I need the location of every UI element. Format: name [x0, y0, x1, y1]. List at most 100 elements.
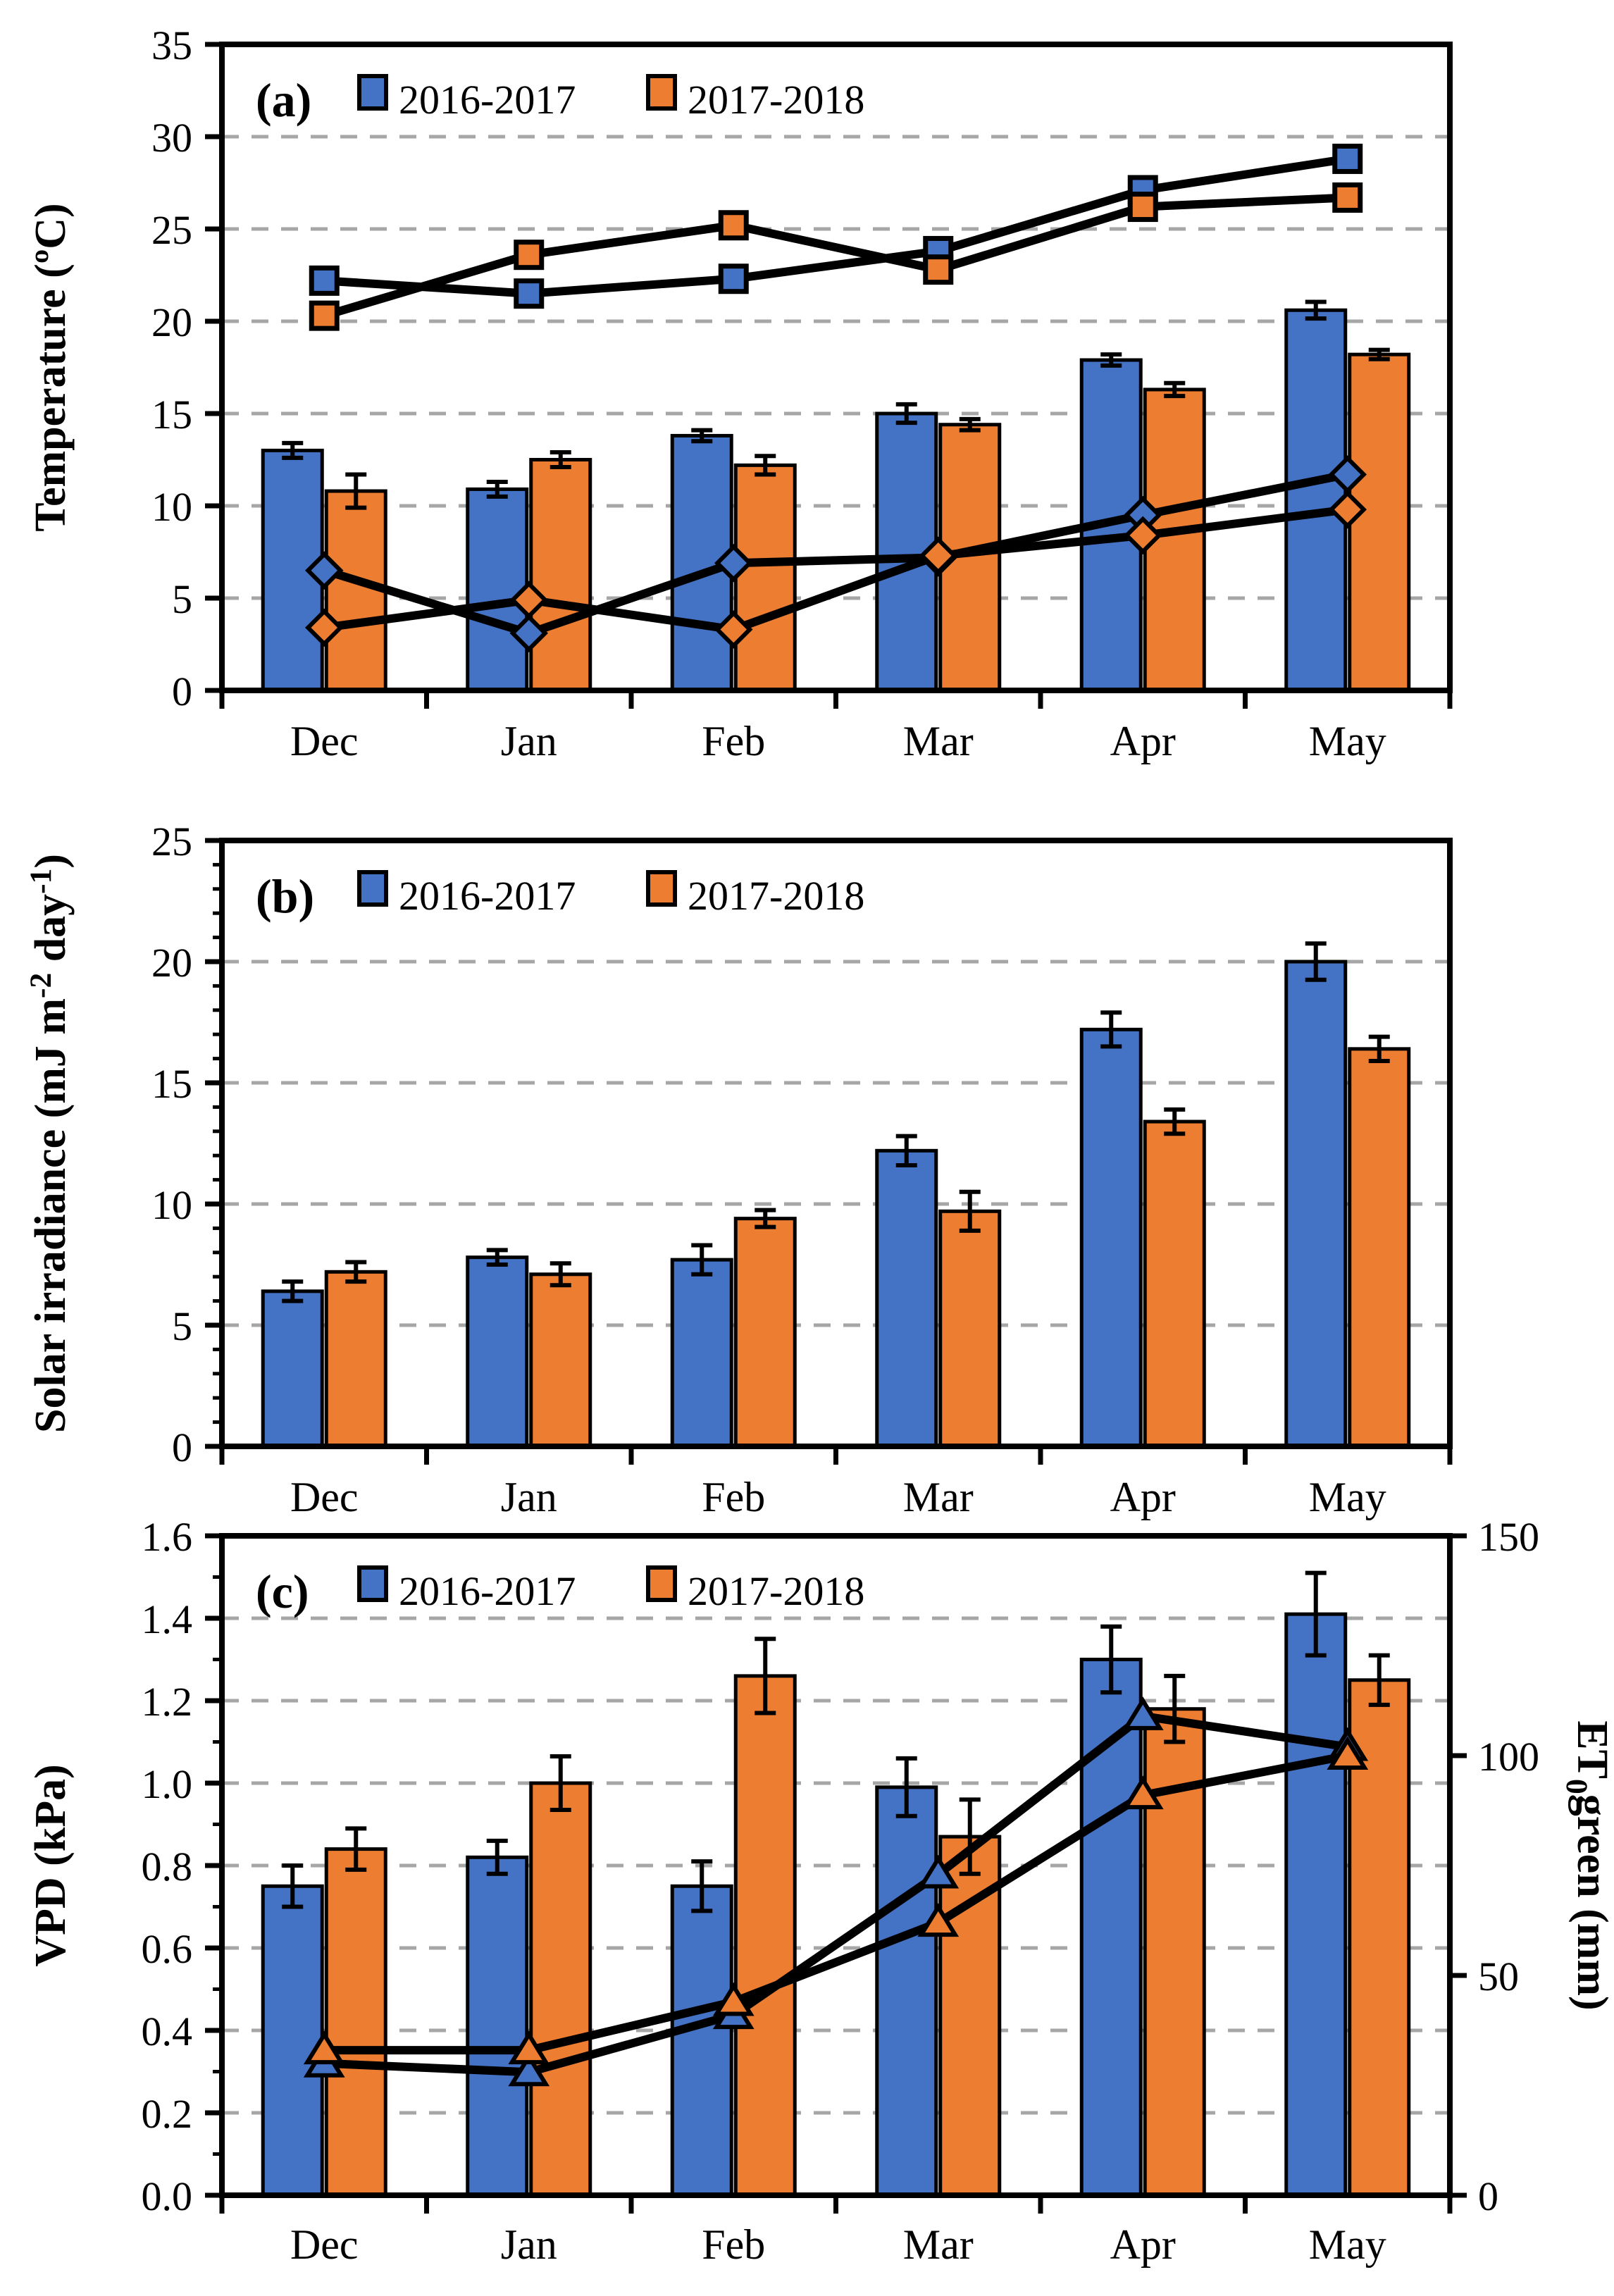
legend-key — [357, 74, 388, 111]
bar-may-2017-2018 — [1348, 352, 1411, 693]
panel-label: (c) — [256, 1565, 309, 1618]
x-tick-label-mar: Mar — [903, 1474, 974, 1520]
y-tick-label: 0.6 — [142, 1926, 193, 1972]
y-tick-label: 1.4 — [142, 1596, 193, 1642]
panel-c: 0.0 0.2 0.4 0.6 0.8 1.0 1.2 1.4 1.6 Dec Jan Feb Mar A… — [27, 1514, 1614, 2268]
square-marker — [1332, 143, 1363, 174]
legend-key — [357, 870, 388, 907]
legend-label: 2017-2018 — [688, 873, 864, 919]
bar-apr-2017-2018 — [1143, 1119, 1206, 1448]
line-triangle — [323, 1711, 1348, 2077]
y-axis-title-left: Temperature (ºC) — [27, 203, 75, 531]
triangle-marker — [1122, 1696, 1164, 1730]
bar-may-2016-2017 — [1284, 308, 1348, 693]
bar-mar-2017-2018 — [938, 1209, 1002, 1448]
line-diamond — [323, 470, 1348, 638]
x-tick-label-apr: Apr — [1110, 718, 1176, 764]
triangle-marker — [917, 1903, 960, 1937]
y-tick-label: 15 — [151, 392, 192, 438]
bar-dec-2016-2017 — [261, 1289, 324, 1448]
line-triangle — [324, 1751, 1348, 2055]
y-right-tick-label: 0 — [1478, 2173, 1498, 2219]
y-tick-label: 10 — [151, 484, 192, 530]
triangle-marker — [1327, 1736, 1369, 1770]
bar-dec-2017-2018 — [324, 1270, 387, 1448]
x-tick-label-mar: Mar — [903, 2221, 974, 2268]
x-tick-label-apr: Apr — [1110, 2221, 1176, 2268]
y-right-tick-label: 150 — [1478, 1514, 1539, 1560]
bar-feb-2017-2018 — [733, 463, 797, 693]
legend-key — [646, 74, 677, 111]
x-tick-label-dec: Dec — [290, 2221, 359, 2268]
line-square — [323, 193, 1348, 320]
bar-feb-2017-2018 — [733, 1674, 797, 2197]
y-tick-label: 20 — [151, 299, 192, 345]
legend-key — [646, 1565, 677, 1602]
bar-apr-2016-2017 — [1079, 1027, 1143, 1448]
triangle-marker — [508, 2030, 550, 2065]
panel-a: 0 5 10 15 20 25 30 35 Dec Jan Feb Mar Apr May (a) 2016-… — [27, 23, 1453, 764]
bar-jan-2017-2018 — [529, 1781, 592, 2197]
x-tick-label-apr: Apr — [1110, 1474, 1176, 1520]
legend-label: 2016-2017 — [399, 873, 576, 919]
diamond-marker — [509, 581, 548, 619]
bar-jan-2016-2017 — [466, 487, 529, 693]
panel-label: (b) — [256, 869, 314, 923]
diamond-marker — [919, 536, 957, 575]
x-tick-label-feb: Feb — [702, 2221, 765, 2268]
y-tick-label: 1.2 — [142, 1679, 193, 1725]
bar-feb-2016-2017 — [670, 1258, 733, 1448]
x-tick-label-jan: Jan — [501, 2221, 557, 2268]
y-tick-label: 0.8 — [142, 1844, 193, 1889]
x-tick-label-jan: Jan — [501, 718, 557, 764]
x-tick-label-feb: Feb — [702, 1474, 765, 1520]
bar-jan-2016-2017 — [466, 1255, 529, 1448]
x-tick-label-feb: Feb — [702, 718, 765, 764]
y-tick-label: 0 — [172, 669, 192, 714]
triangle-marker — [303, 2030, 345, 2065]
legend-key — [357, 1565, 388, 1602]
bar-feb-2017-2018 — [733, 1217, 797, 1448]
legend-label: 2017-2018 — [688, 77, 864, 123]
bar-jan-2016-2017 — [466, 1855, 529, 2197]
diamond-marker — [714, 543, 753, 583]
square-marker — [514, 278, 545, 309]
bar-may-2016-2017 — [1284, 1612, 1348, 2197]
y-right-tick-label: 100 — [1478, 1734, 1539, 1780]
legend-key — [646, 870, 677, 907]
bar-dec-2016-2017 — [261, 1884, 324, 2197]
diamond-marker — [714, 610, 753, 649]
square-marker — [514, 240, 545, 271]
y-axis-title-left: VPD (kPa) — [27, 1764, 75, 1967]
x-tick-label-jan: Jan — [501, 1474, 557, 1520]
y-tick-label: 1.0 — [142, 1761, 193, 1807]
legend-label: 2016-2017 — [399, 1568, 576, 1614]
y-right-tick-label: 50 — [1478, 1954, 1519, 1999]
square-marker — [1332, 182, 1363, 213]
square-marker — [923, 254, 954, 285]
y-tick-label: 0.0 — [142, 2173, 193, 2219]
square-marker — [309, 265, 340, 296]
bar-feb-2016-2017 — [670, 1884, 733, 2197]
diamond-marker — [305, 551, 344, 590]
y-axis-title-right: ET0​green (mm) — [1560, 1720, 1614, 2010]
panel-label: (a) — [256, 73, 311, 127]
diamond-marker — [1124, 516, 1162, 555]
y-tick-label: 25 — [151, 819, 192, 864]
y-tick-label: 15 — [151, 1061, 192, 1107]
bar-may-2017-2018 — [1348, 1047, 1411, 1448]
x-tick-label-dec: Dec — [290, 1474, 359, 1520]
diamond-marker — [509, 614, 548, 653]
bar-may-2016-2017 — [1284, 960, 1348, 1448]
y-tick-label: 5 — [172, 576, 192, 622]
y-tick-label: 25 — [151, 207, 192, 253]
triangle-marker — [508, 2052, 550, 2087]
y-tick-label: 5 — [172, 1303, 192, 1349]
y-tick-label: 1.6 — [142, 1514, 193, 1560]
square-marker — [1127, 192, 1158, 223]
diamond-marker — [305, 608, 344, 647]
legend-label: 2016-2017 — [399, 77, 576, 123]
bar-mar-2016-2017 — [875, 1148, 938, 1448]
